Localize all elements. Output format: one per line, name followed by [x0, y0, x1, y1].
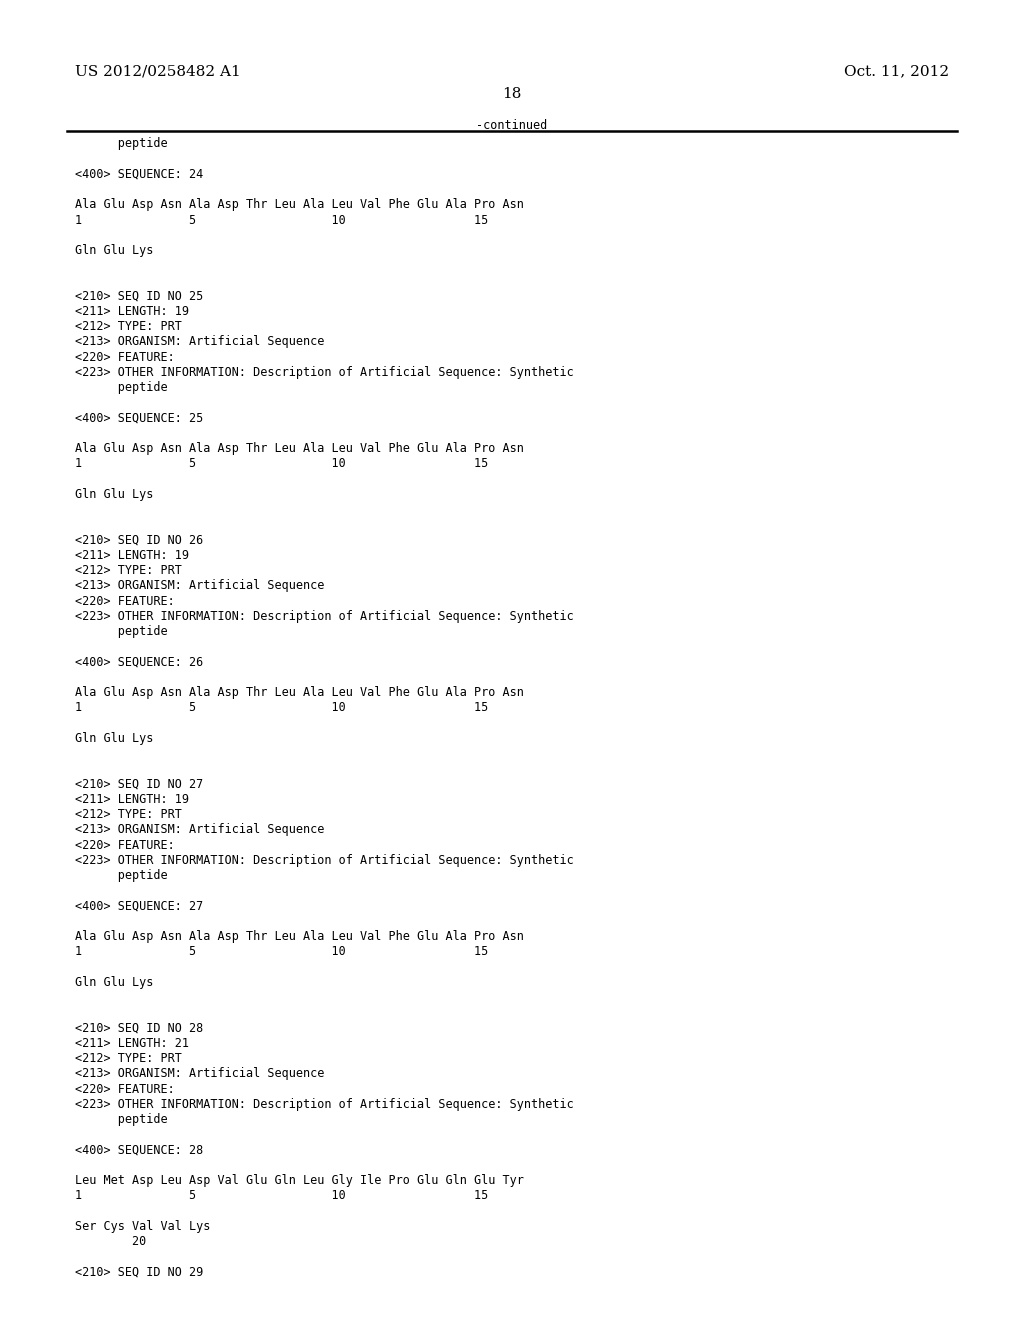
Text: <212> TYPE: PRT: <212> TYPE: PRT: [75, 564, 181, 577]
Text: 1               5                   10                  15: 1 5 10 15: [75, 214, 488, 227]
Text: <223> OTHER INFORMATION: Description of Artificial Sequence: Synthetic: <223> OTHER INFORMATION: Description of …: [75, 610, 573, 623]
Text: <400> SEQUENCE: 28: <400> SEQUENCE: 28: [75, 1143, 203, 1156]
Text: <210> SEQ ID NO 26: <210> SEQ ID NO 26: [75, 533, 203, 546]
Text: Ala Glu Asp Asn Ala Asp Thr Leu Ala Leu Val Phe Glu Ala Pro Asn: Ala Glu Asp Asn Ala Asp Thr Leu Ala Leu …: [75, 442, 523, 455]
Text: <400> SEQUENCE: 27: <400> SEQUENCE: 27: [75, 900, 203, 912]
Text: peptide: peptide: [75, 626, 167, 638]
Text: <220> FEATURE:: <220> FEATURE:: [75, 1082, 174, 1096]
Text: <210> SEQ ID NO 27: <210> SEQ ID NO 27: [75, 777, 203, 791]
Text: <212> TYPE: PRT: <212> TYPE: PRT: [75, 1052, 181, 1065]
Text: peptide: peptide: [75, 869, 167, 882]
Text: <213> ORGANISM: Artificial Sequence: <213> ORGANISM: Artificial Sequence: [75, 824, 325, 837]
Text: <400> SEQUENCE: 25: <400> SEQUENCE: 25: [75, 412, 203, 425]
Text: <400> SEQUENCE: 26: <400> SEQUENCE: 26: [75, 656, 203, 669]
Text: 18: 18: [503, 87, 521, 102]
Text: Ala Glu Asp Asn Ala Asp Thr Leu Ala Leu Val Phe Glu Ala Pro Asn: Ala Glu Asp Asn Ala Asp Thr Leu Ala Leu …: [75, 931, 523, 942]
Text: Gln Glu Lys: Gln Glu Lys: [75, 975, 154, 989]
Text: <223> OTHER INFORMATION: Description of Artificial Sequence: Synthetic: <223> OTHER INFORMATION: Description of …: [75, 366, 573, 379]
Text: <213> ORGANISM: Artificial Sequence: <213> ORGANISM: Artificial Sequence: [75, 579, 325, 593]
Text: <211> LENGTH: 19: <211> LENGTH: 19: [75, 549, 188, 562]
Text: <223> OTHER INFORMATION: Description of Artificial Sequence: Synthetic: <223> OTHER INFORMATION: Description of …: [75, 1098, 573, 1110]
Text: <212> TYPE: PRT: <212> TYPE: PRT: [75, 321, 181, 333]
Text: <220> FEATURE:: <220> FEATURE:: [75, 838, 174, 851]
Text: <210> SEQ ID NO 28: <210> SEQ ID NO 28: [75, 1022, 203, 1035]
Text: <400> SEQUENCE: 24: <400> SEQUENCE: 24: [75, 168, 203, 181]
Text: Ser Cys Val Val Lys: Ser Cys Val Val Lys: [75, 1220, 210, 1233]
Text: Ala Glu Asp Asn Ala Asp Thr Leu Ala Leu Val Phe Glu Ala Pro Asn: Ala Glu Asp Asn Ala Asp Thr Leu Ala Leu …: [75, 198, 523, 211]
Text: <220> FEATURE:: <220> FEATURE:: [75, 351, 174, 364]
Text: Leu Met Asp Leu Asp Val Glu Gln Leu Gly Ile Pro Glu Gln Glu Tyr: Leu Met Asp Leu Asp Val Glu Gln Leu Gly …: [75, 1173, 523, 1187]
Text: <210> SEQ ID NO 25: <210> SEQ ID NO 25: [75, 290, 203, 302]
Text: <211> LENGTH: 19: <211> LENGTH: 19: [75, 305, 188, 318]
Text: 1               5                   10                  15: 1 5 10 15: [75, 458, 488, 470]
Text: <223> OTHER INFORMATION: Description of Artificial Sequence: Synthetic: <223> OTHER INFORMATION: Description of …: [75, 854, 573, 867]
Text: US 2012/0258482 A1: US 2012/0258482 A1: [75, 65, 241, 79]
Text: 1               5                   10                  15: 1 5 10 15: [75, 945, 488, 958]
Text: 1               5                   10                  15: 1 5 10 15: [75, 1189, 488, 1203]
Text: 1               5                   10                  15: 1 5 10 15: [75, 701, 488, 714]
Text: peptide: peptide: [75, 381, 167, 395]
Text: -continued: -continued: [476, 119, 548, 132]
Text: <212> TYPE: PRT: <212> TYPE: PRT: [75, 808, 181, 821]
Text: Gln Glu Lys: Gln Glu Lys: [75, 244, 154, 257]
Text: Oct. 11, 2012: Oct. 11, 2012: [844, 65, 949, 79]
Text: <211> LENGTH: 19: <211> LENGTH: 19: [75, 793, 188, 805]
Text: <211> LENGTH: 21: <211> LENGTH: 21: [75, 1036, 188, 1049]
Text: peptide: peptide: [75, 137, 167, 150]
Text: <213> ORGANISM: Artificial Sequence: <213> ORGANISM: Artificial Sequence: [75, 335, 325, 348]
Text: Gln Glu Lys: Gln Glu Lys: [75, 731, 154, 744]
Text: <210> SEQ ID NO 29: <210> SEQ ID NO 29: [75, 1266, 203, 1279]
Text: <213> ORGANISM: Artificial Sequence: <213> ORGANISM: Artificial Sequence: [75, 1068, 325, 1080]
Text: Ala Glu Asp Asn Ala Asp Thr Leu Ala Leu Val Phe Glu Ala Pro Asn: Ala Glu Asp Asn Ala Asp Thr Leu Ala Leu …: [75, 686, 523, 700]
Text: <220> FEATURE:: <220> FEATURE:: [75, 594, 174, 607]
Text: 20: 20: [75, 1236, 146, 1247]
Text: Gln Glu Lys: Gln Glu Lys: [75, 488, 154, 500]
Text: peptide: peptide: [75, 1113, 167, 1126]
